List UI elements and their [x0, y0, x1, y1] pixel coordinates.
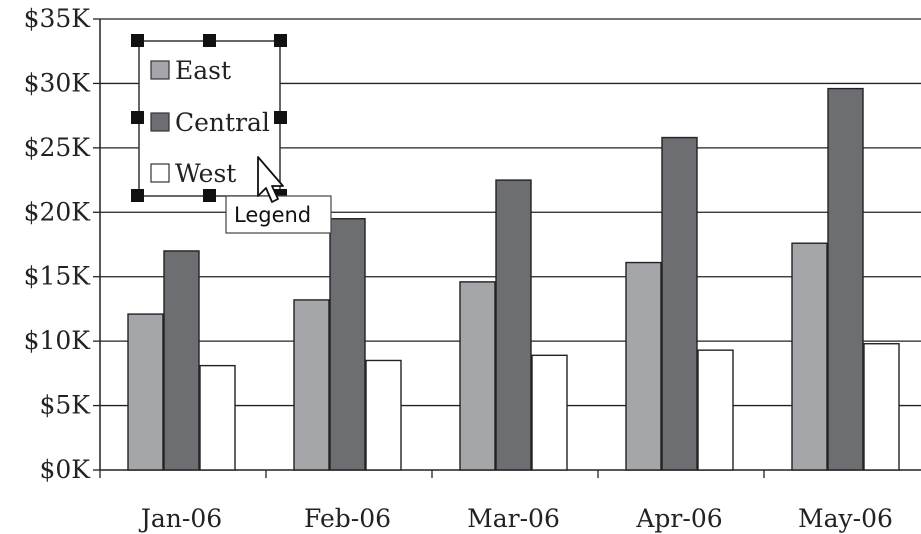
selection-handle-top-right[interactable]: [274, 34, 287, 47]
x-tick-label: Feb-06: [304, 504, 391, 533]
bar-central-mar-06[interactable]: [495, 179, 532, 471]
bar-central-apr-06[interactable]: [661, 136, 698, 471]
y-axis-tick-labels: $0K $5K $10K $15K $20K $25K $30K $35K: [24, 4, 92, 484]
x-axis-tick-labels: Jan-06 Feb-06 Mar-06 Apr-06 May-06: [138, 504, 893, 533]
y-tick-label: $25K: [24, 133, 92, 162]
legend-item-west: West: [150, 159, 236, 188]
mouse-pointer-icon: [257, 156, 284, 203]
x-tick-label: Mar-06: [467, 504, 560, 533]
selection-handle-middle-left[interactable]: [131, 111, 144, 124]
bar-central-jan-06[interactable]: [163, 250, 200, 471]
y-tick-label: $35K: [24, 4, 92, 33]
x-tick-label: Apr-06: [635, 504, 722, 533]
legend-swatch-central: [150, 112, 170, 132]
bar-east-mar-06[interactable]: [459, 281, 496, 471]
y-tick-label: $15K: [24, 262, 92, 291]
chart-legend[interactable]: East Central West: [131, 34, 287, 202]
selection-handle-middle-right[interactable]: [274, 111, 287, 124]
legend-item-east: East: [150, 56, 231, 85]
y-tick-label: $10K: [24, 326, 92, 355]
legend-swatch-west: [150, 163, 170, 183]
y-tick-label: $5K: [40, 391, 92, 420]
bar-west-mar-06[interactable]: [531, 354, 568, 471]
bar-west-feb-06[interactable]: [365, 359, 402, 471]
bar-east-may-06[interactable]: [791, 242, 828, 471]
legend-label-east: East: [175, 56, 231, 85]
y-tick-label: $0K: [40, 455, 92, 484]
tooltip-box: [225, 195, 332, 234]
legend-item-central: Central: [150, 108, 270, 137]
legend-label-central: Central: [175, 108, 270, 137]
bar-west-jan-06[interactable]: [199, 364, 236, 471]
selection-handle-bottom-left[interactable]: [131, 189, 144, 202]
bars: [127, 87, 900, 471]
bar-central-feb-06[interactable]: [329, 218, 366, 471]
bar-west-apr-06[interactable]: [697, 349, 734, 471]
bar-west-may-06[interactable]: [863, 343, 900, 471]
selection-handle-bottom-middle[interactable]: [203, 189, 216, 202]
selection-handle-top-left[interactable]: [131, 34, 144, 47]
bar-east-jan-06[interactable]: [127, 313, 164, 471]
x-tick-label: May-06: [798, 504, 893, 533]
legend-swatch-east: [150, 60, 170, 80]
legend-tooltip: Legend: [225, 195, 332, 234]
bar-east-feb-06[interactable]: [293, 299, 330, 471]
y-tick-label: $30K: [24, 68, 92, 97]
tooltip-text: Legend: [234, 203, 311, 227]
x-tick-label: Jan-06: [138, 504, 222, 533]
y-tick-label: $20K: [24, 197, 92, 226]
bar-central-may-06[interactable]: [827, 87, 864, 471]
legend-label-west: West: [175, 159, 236, 188]
bar-east-apr-06[interactable]: [625, 261, 662, 471]
selection-handle-top-middle[interactable]: [203, 34, 216, 47]
